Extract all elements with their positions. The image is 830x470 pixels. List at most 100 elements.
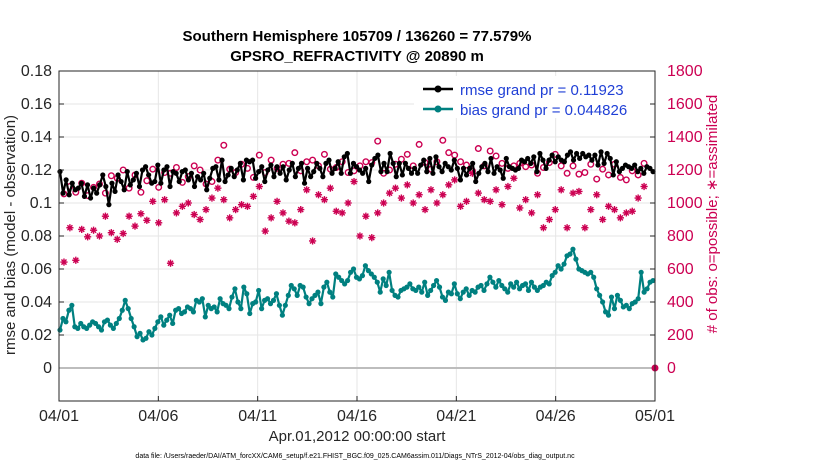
bias-marker (116, 315, 122, 322)
obs-assimilated-marker (143, 216, 151, 224)
obs-assimilated-marker (474, 189, 482, 197)
obs-possible-marker (563, 169, 571, 177)
obs-assimilated-marker (427, 186, 435, 194)
rmse-marker (604, 150, 610, 157)
bias-marker (422, 279, 428, 285)
asterisk-stroke (250, 193, 257, 200)
rmse-marker (393, 174, 399, 180)
obs-assimilated-marker (66, 224, 74, 232)
rmse-marker (338, 170, 344, 176)
rmse-marker (298, 160, 305, 166)
rmse-marker (448, 167, 454, 173)
legend-bias-marker (434, 105, 442, 113)
rmse-marker (60, 190, 66, 196)
bias-marker (107, 322, 114, 328)
rmse-marker (390, 160, 396, 166)
obs-assimilated-marker (261, 227, 269, 235)
bias-marker (552, 269, 558, 275)
asterisk-stroke (611, 206, 618, 213)
y-tick-label-right: 1200 (667, 162, 703, 179)
obs-assimilated-marker (60, 258, 68, 266)
bias-marker (312, 292, 318, 298)
rmse-marker (482, 160, 488, 166)
rmse-marker (292, 174, 298, 180)
bias-marker (463, 286, 469, 292)
bias-marker (303, 294, 309, 300)
rmse-marker (531, 154, 537, 160)
rmse-marker (204, 187, 210, 193)
bias-marker (594, 286, 600, 292)
bias-marker (614, 292, 621, 298)
asterisk-stroke (167, 260, 174, 267)
bias-marker (217, 296, 223, 302)
rmse-marker (503, 155, 509, 162)
obs-assimilated-marker (184, 199, 192, 207)
rmse-marker (91, 185, 97, 191)
asterisk-stroke (203, 206, 210, 213)
obs-assimilated-marker (155, 219, 163, 227)
obs-assimilated-marker (557, 186, 565, 194)
bias-marker (555, 263, 561, 269)
asterisk-stroke (102, 213, 109, 220)
obs-assimilated-marker (243, 202, 252, 210)
bias-marker (104, 317, 111, 323)
obs-assimilated-marker (249, 192, 257, 200)
obs-assimilated-marker (255, 182, 263, 191)
bias-marker (484, 281, 490, 287)
rmse-marker (610, 172, 616, 178)
rmse-marker (112, 188, 118, 195)
bias-marker (273, 291, 280, 297)
rmse-marker (433, 154, 439, 160)
rmse-marker (335, 159, 341, 165)
asterisk-stroke (315, 191, 322, 198)
rmse-marker (537, 150, 543, 157)
rmse-marker (188, 170, 195, 176)
obs-assimilated-marker (160, 196, 169, 204)
asterisk-stroke (244, 203, 251, 210)
asterisk-stroke (351, 178, 358, 185)
rmse-marker (399, 172, 405, 178)
asterisk-stroke (131, 223, 139, 230)
obs-assimilated-marker (344, 199, 352, 207)
bias-marker (528, 279, 535, 285)
rmse-marker (320, 174, 326, 180)
x-axis-label: Apr.01,2012 00:00:00 start (269, 428, 447, 445)
asterisk-stroke (90, 227, 97, 234)
x-tick-label: 04/06 (138, 408, 178, 425)
obs-assimilated-marker (456, 202, 465, 210)
bias-marker (499, 282, 505, 289)
rmse-marker (185, 177, 191, 183)
asterisk-stroke (84, 233, 91, 240)
rmse-marker (454, 165, 460, 171)
obs-assimilated-marker (356, 232, 364, 240)
obs-assimilated-marker (391, 184, 400, 192)
asterisk-stroke (226, 214, 233, 221)
bias-marker (365, 268, 371, 274)
rmse-marker (201, 170, 207, 176)
obs-possible-marker (149, 165, 157, 173)
asterisk-stroke (185, 199, 192, 207)
asterisk-stroke (279, 209, 287, 216)
bias-marker (202, 314, 208, 320)
asterisk-stroke (309, 237, 316, 244)
asterisk-stroke (214, 185, 221, 192)
asterisk-stroke (339, 209, 346, 216)
bias-marker (164, 317, 170, 323)
rmse-marker (231, 174, 237, 180)
rmse-marker (164, 164, 170, 170)
bias-marker (383, 282, 389, 289)
rmse-marker (356, 167, 363, 173)
obs-assimilated-marker (178, 202, 186, 210)
asterisk-stroke (96, 232, 103, 240)
rmse-marker (323, 160, 329, 166)
bias-marker (371, 274, 377, 280)
asterisk-stroke (457, 203, 464, 210)
rmse-marker (534, 169, 540, 175)
asterisk-stroke (368, 234, 375, 241)
rmse-marker (463, 172, 470, 178)
bias-marker (235, 299, 241, 305)
bias-marker (377, 289, 383, 295)
asterisk-stroke (321, 196, 328, 203)
rmse-marker (476, 170, 482, 176)
bias-marker (404, 284, 410, 290)
